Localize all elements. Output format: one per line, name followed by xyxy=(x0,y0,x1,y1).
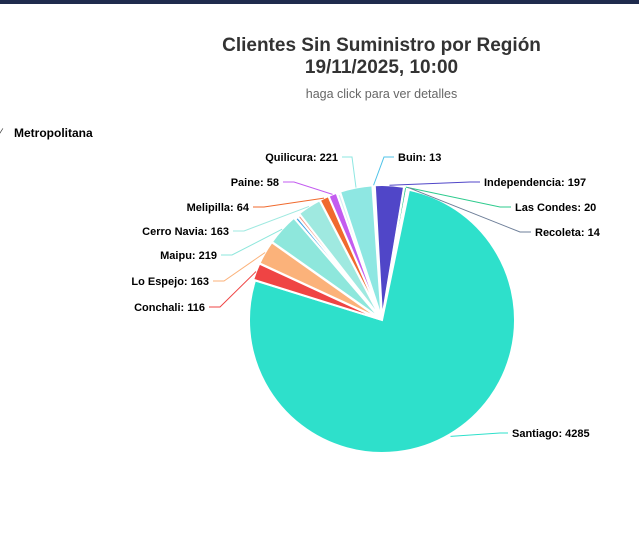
data-label-las-condes: Las Condes: 20 xyxy=(515,202,596,214)
data-label-maipu: Maipu: 219 xyxy=(160,250,217,262)
connector-line xyxy=(342,156,357,188)
connector-line xyxy=(209,271,257,308)
chart-title-date: 19/11/2025, 10:00 xyxy=(304,57,459,78)
connector-line xyxy=(405,186,511,208)
data-label-paine: Paine: 58 xyxy=(231,177,279,189)
pie-slice-maipu[interactable] xyxy=(270,216,382,320)
legend-label: Metropolitana xyxy=(14,126,93,140)
connector-line xyxy=(233,205,310,232)
data-label-quilicura: Quilicura: 221 xyxy=(265,152,338,164)
connector-line xyxy=(221,228,283,256)
data-label-recoleta: Recoleta: 14 xyxy=(535,227,601,239)
connector-line xyxy=(253,197,325,208)
legend-item-metropolitana[interactable]: ∕ Metropolitana xyxy=(0,124,93,142)
data-label-lo-espejo: Lo Espejo: 163 xyxy=(131,276,209,288)
connector-line xyxy=(213,252,266,282)
connector-line xyxy=(450,432,508,437)
data-label-santiago: Santiago: 4285 xyxy=(512,428,590,440)
chart-title: Clientes Sin Suministro por Región xyxy=(222,35,541,56)
connector-line xyxy=(389,181,480,186)
data-label-buin: Buin: 13 xyxy=(398,152,441,164)
pie-slice-paine[interactable] xyxy=(327,191,383,319)
chart-subtitle: haga click para ver detalles xyxy=(305,87,458,101)
expand-arrow-icon: ∕ xyxy=(0,127,2,139)
data-label-independencia: Independencia: 197 xyxy=(484,177,586,189)
pie-slice-santiago[interactable] xyxy=(248,188,516,454)
connector-line xyxy=(373,156,394,186)
connector-line xyxy=(283,181,333,195)
top-bar xyxy=(0,0,639,4)
data-label-melipilla: Melipilla: 64 xyxy=(187,202,250,214)
connector-line xyxy=(408,187,531,233)
data-label-cerro-navia: Cerro Navia: 163 xyxy=(142,226,229,238)
data-label-conchali: Conchali: 116 xyxy=(134,302,205,314)
